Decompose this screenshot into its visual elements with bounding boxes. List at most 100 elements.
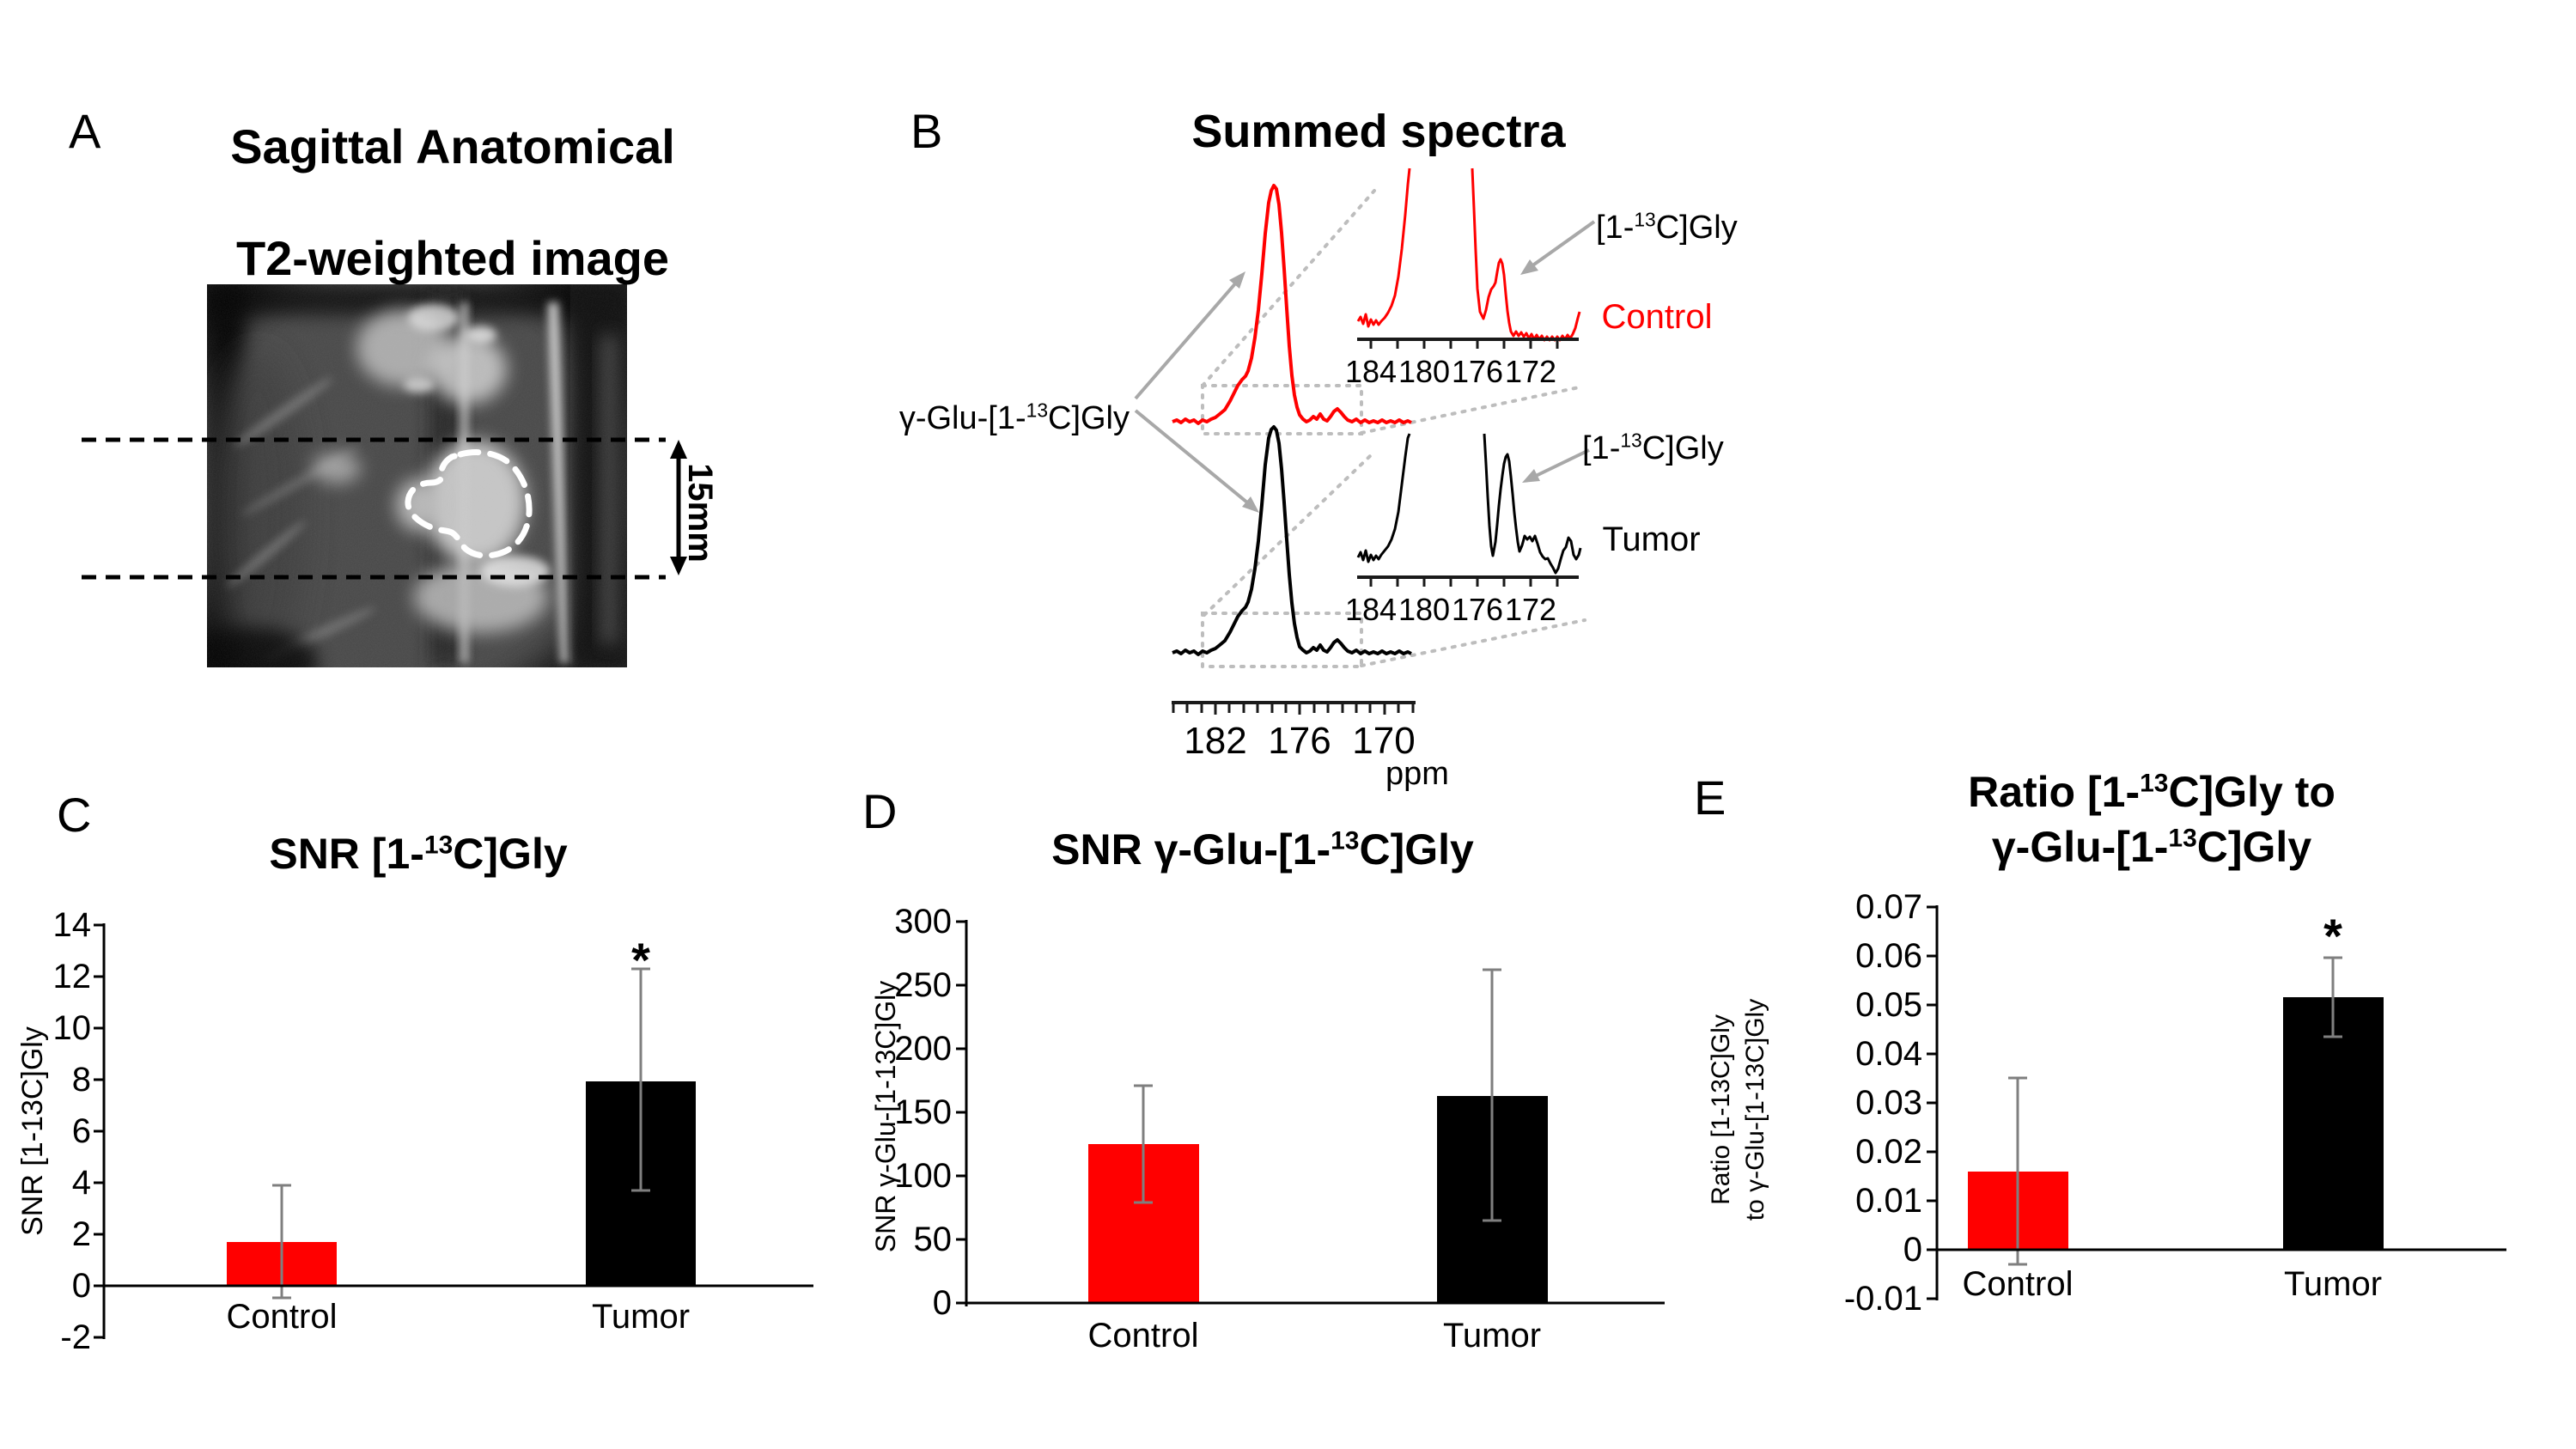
panel-letter-b: B [910, 104, 943, 158]
gly-label-sup: 13 [1620, 429, 1642, 452]
summed-spectra-plot [1134, 167, 1596, 715]
y-tick: 14 [52, 906, 92, 944]
title-sup: 13 [2140, 769, 2169, 798]
y-tick: 250 [894, 966, 952, 1004]
x-label-tumor: Tumor [2283, 1265, 2383, 1303]
y-tick: 0.01 [1855, 1182, 1922, 1220]
y-tick: 100 [894, 1157, 952, 1195]
gglu-label-pre: γ-Glu-[1- [898, 400, 1026, 436]
y-label-line1: Ratio [1-13C]Gly [1707, 1014, 1735, 1205]
y-tick: 0 [932, 1284, 952, 1322]
ppm-tick: 182 [1184, 720, 1247, 762]
y-tick: 2 [71, 1215, 91, 1253]
y-tick: 0.06 [1855, 937, 1922, 975]
y-tick: 300 [894, 903, 952, 941]
tumor-inset-trace [1356, 433, 1582, 575]
title-pre: Ratio [1- [1968, 768, 2141, 816]
gglu-peak-label: γ-Glu-[1-13C]Gly [863, 399, 1130, 438]
y-tick: 8 [71, 1061, 91, 1099]
ratio-chart [1927, 905, 2506, 1300]
tumor-zoom-connector-2 [1360, 618, 1586, 667]
title-post: C]Gly [1359, 825, 1474, 874]
gly-label-pre: [1- [1596, 210, 1635, 246]
axes [1927, 905, 2506, 1300]
panel-e-y-axis-label: Ratio [1-13C]Gly to γ-Glu-[1-13C]Gly [1704, 921, 1776, 1299]
ppm-tick: 176 [1268, 720, 1331, 762]
mri-image [82, 284, 687, 667]
annotation-arrows [1134, 220, 1596, 513]
gly-label-sup: 13 [1634, 208, 1656, 231]
inset-tick: 184 [1344, 592, 1398, 627]
title-post: C]Gly to [2168, 768, 2335, 816]
y-tick: 6 [71, 1112, 91, 1150]
gly-label-post: C]Gly [1655, 210, 1738, 246]
gglu-arrow-to-tumor-peak [1134, 409, 1249, 504]
error-bars [2008, 956, 2342, 1266]
x-label-tumor: Tumor [591, 1298, 691, 1336]
title-sup: 13 [1331, 826, 1360, 855]
mri-noise-texture [207, 284, 627, 667]
control-inset-axis [1357, 338, 1579, 349]
control-series-label: Control [1601, 298, 1713, 336]
y-tick: 4 [71, 1164, 91, 1202]
inset-tick: 180 [1398, 592, 1451, 627]
panel-a-title-line2: T2-weighted image [235, 231, 670, 285]
panel-e-title-line1: Ratio [1-13C]Gly to [1894, 767, 2409, 817]
gglu-label-sup: 13 [1026, 399, 1048, 422]
error-bars [1134, 968, 1501, 1222]
inset-tick: 176 [1451, 354, 1504, 389]
title-post: C]Gly [2196, 823, 2312, 871]
panel-d-title: SNR γ-Glu-[1-13C]Gly [1005, 825, 1520, 874]
tumor-series-label: Tumor [1602, 521, 1701, 558]
title-pre: γ-Glu-[1- [1991, 823, 2169, 871]
title-pre: SNR γ-Glu-[1- [1051, 825, 1331, 874]
gly-label-pre: [1- [1582, 430, 1621, 466]
y-tick: 0.04 [1855, 1035, 1922, 1073]
title-post: C]Gly [453, 830, 568, 878]
inset-tick: 180 [1398, 354, 1451, 389]
significance-star: * [2323, 909, 2342, 963]
panel-letter-d: D [862, 784, 898, 838]
panel-e-title-line2: γ-Glu-[1-13C]Gly [1894, 822, 2409, 872]
gglu-label-post: C]Gly [1048, 400, 1130, 436]
panel-letter-a: A [69, 104, 101, 158]
panel-b-title: Summed spectra [1191, 106, 1566, 157]
gly-arrow-tumor-inset [1535, 448, 1590, 478]
y-tick: 0 [1903, 1231, 1922, 1269]
y-tick: 12 [52, 958, 92, 995]
control-zoom-connector-2 [1360, 385, 1585, 435]
ppm-unit-label: ppm [1385, 756, 1449, 792]
y-tick: 0.07 [1855, 888, 1922, 926]
x-label-control: Control [1087, 1317, 1199, 1355]
error-bars [272, 967, 650, 1300]
x-label-tumor: Tumor [1442, 1317, 1542, 1355]
y-tick: 10 [52, 1009, 92, 1047]
axes [956, 920, 1665, 1306]
gly-peak-label-tumor: [1-13C]Gly [1582, 429, 1724, 468]
y-tick: -0.01 [1843, 1280, 1922, 1318]
gly-peak-label-control: [1-13C]Gly [1596, 208, 1738, 247]
panel-letter-c: C [57, 788, 92, 842]
bar-tumor [2283, 997, 2384, 1250]
x-label-control: Control [226, 1298, 338, 1336]
significance-star: * [631, 933, 650, 987]
tumor-inset-axis [1357, 575, 1579, 587]
gglu-arrow-to-control-peak [1134, 280, 1239, 400]
inset-tick: 176 [1451, 592, 1504, 627]
gly-label-post: C]Gly [1641, 430, 1724, 466]
inset-tick: 184 [1344, 354, 1398, 389]
y-tick: 150 [894, 1093, 952, 1131]
x-label-control: Control [1962, 1265, 2074, 1303]
tumor-outline [405, 449, 533, 559]
control-zoom-box [1201, 384, 1363, 435]
panel-c-title: SNR [1-13C]Gly [204, 829, 633, 879]
title-sup: 13 [2168, 824, 2197, 853]
ppm-tick: 170 [1352, 720, 1416, 762]
y-tick: -2 [60, 1318, 91, 1356]
y-tick: 0.05 [1855, 986, 1922, 1024]
inset-tick: 172 [1504, 592, 1557, 627]
panel-a-title-line1: Sagittal Anatomical [230, 119, 675, 174]
y-tick: 200 [894, 1030, 952, 1068]
control-spectrum-trace [1172, 184, 1412, 425]
y-tick: 0 [71, 1267, 91, 1305]
